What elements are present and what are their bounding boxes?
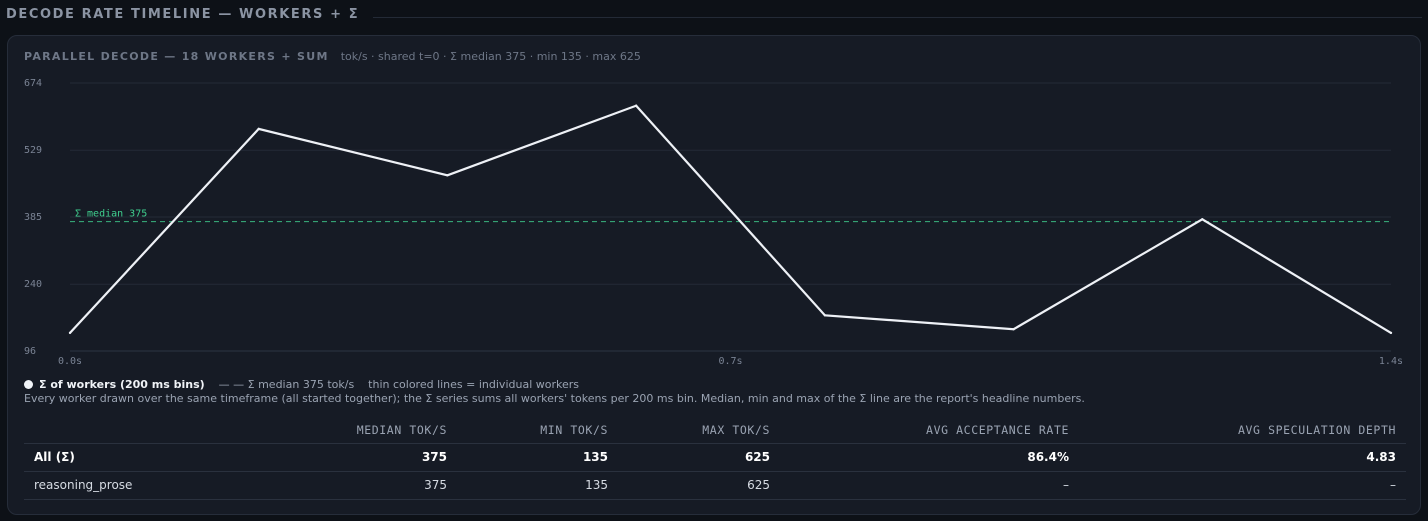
- x-tick-label: 0.0s: [58, 356, 82, 367]
- header-cell: [24, 417, 184, 444]
- median-reference-label: Σ median 375: [75, 209, 147, 220]
- legend-median-label: — — Σ median 375 tok/s: [218, 377, 355, 391]
- card-header: PARALLEL DECODE — 18 WORKERS + SUM tok/s…: [24, 50, 641, 64]
- row-acceptance: –: [780, 471, 1079, 500]
- header-depth: AVG SPECULATION DEPTH: [1079, 417, 1406, 444]
- chart-note: Every worker drawn over the same timefra…: [24, 392, 1085, 405]
- x-axis-ticks: 0.0s 0.7s 1.4s: [58, 356, 1403, 367]
- y-tick-label: 529: [24, 145, 42, 156]
- section-header: DECODE RATE TIMELINE — WORKERS + Σ: [6, 6, 1422, 22]
- row-depth: –: [1079, 471, 1406, 500]
- sum-series-point: [446, 174, 449, 177]
- header-min: MIN TOK/S: [457, 417, 618, 444]
- y-tick-label: 674: [24, 78, 42, 89]
- decode-rate-chart: 674 529 385 240 96 0.0s 0.7s 1.4s Σ median 375: [24, 78, 1403, 367]
- legend-workers-label: thin colored lines = individual workers: [368, 377, 579, 391]
- y-tick-label: 96: [24, 346, 36, 357]
- sum-series-point: [1201, 218, 1204, 221]
- header-acceptance: AVG ACCEPTANCE RATE: [780, 417, 1079, 444]
- series-layer: [68, 104, 1393, 335]
- header-max: MAX TOK/S: [618, 417, 780, 444]
- sum-series-point: [1389, 331, 1393, 335]
- row-median: 375: [184, 471, 457, 500]
- chart-grid: [70, 82, 1391, 352]
- x-tick-label: 0.7s: [718, 356, 742, 367]
- y-tick-label: 240: [24, 279, 42, 290]
- row-max: 625: [618, 471, 780, 500]
- row-acceptance: 86.4%: [780, 443, 1079, 472]
- sum-series-point: [257, 127, 260, 131]
- card-title: PARALLEL DECODE — 18 WORKERS + SUM: [24, 50, 329, 63]
- section-divider: [373, 16, 1422, 18]
- row-min: 135: [457, 471, 618, 500]
- sum-series-line: [69, 104, 1392, 334]
- sum-series-point: [1012, 328, 1015, 331]
- stats-table: MEDIAN TOK/S MIN TOK/S MAX TOK/S AVG ACC…: [24, 417, 1406, 500]
- legend-sum-label: Σ of workers (200 ms bins): [39, 377, 205, 391]
- row-max: 625: [618, 443, 780, 472]
- table-header-row: MEDIAN TOK/S MIN TOK/S MAX TOK/S AVG ACC…: [24, 417, 1406, 444]
- sum-series-dot-icon: [24, 379, 33, 389]
- table-row: reasoning_prose 375 135 625 – –: [24, 471, 1406, 500]
- x-tick-label: 1.4s: [1379, 356, 1403, 367]
- header-median: MEDIAN TOK/S: [184, 417, 457, 444]
- table-row: All (Σ) 375 135 625 86.4% 4.83: [24, 443, 1406, 472]
- card-subtitle: tok/s · shared t=0 · Σ median 375 · min …: [340, 50, 641, 63]
- row-min: 135: [457, 443, 618, 472]
- row-depth: 4.83: [1079, 443, 1406, 472]
- sum-series-point: [634, 104, 638, 107]
- row-name: All (Σ): [24, 443, 184, 472]
- y-tick-label: 385: [24, 212, 42, 223]
- row-median: 375: [184, 443, 457, 472]
- row-name: reasoning_prose: [24, 471, 184, 500]
- sum-series-point: [68, 331, 72, 335]
- y-axis-ticks: 674 529 385 240 96: [24, 78, 42, 357]
- median-reference: Σ median 375: [70, 209, 1391, 223]
- chart-legend: Σ of workers (200 ms bins) — — Σ median …: [24, 377, 579, 391]
- sum-series-point: [823, 314, 827, 317]
- decode-chart-card: PARALLEL DECODE — 18 WORKERS + SUM tok/s…: [7, 35, 1421, 515]
- section-title: DECODE RATE TIMELINE — WORKERS + Σ: [6, 6, 360, 22]
